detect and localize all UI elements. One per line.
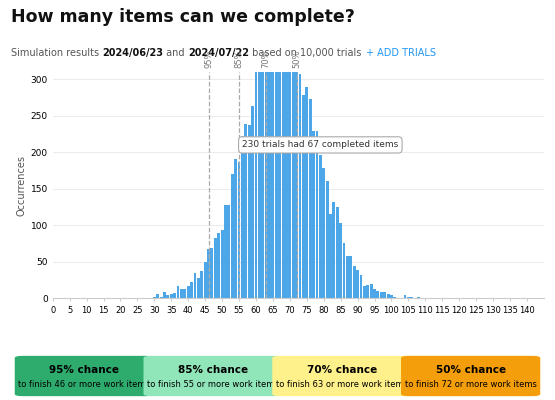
Bar: [390, 295, 393, 298]
Bar: [332, 202, 335, 298]
Bar: [387, 294, 390, 298]
Bar: [244, 124, 247, 298]
Bar: [322, 168, 325, 298]
Text: 70% chance: 70% chance: [307, 365, 377, 375]
Bar: [194, 273, 196, 298]
Bar: [173, 293, 176, 298]
Bar: [292, 44, 295, 298]
Bar: [380, 292, 383, 298]
Bar: [410, 296, 413, 298]
Bar: [353, 266, 356, 298]
Bar: [384, 292, 386, 298]
Text: How many items can we complete?: How many items can we complete?: [11, 8, 355, 26]
Bar: [258, 60, 261, 298]
Bar: [360, 275, 362, 298]
Text: and: and: [163, 48, 188, 58]
Bar: [183, 289, 186, 298]
Bar: [342, 242, 345, 298]
Bar: [241, 136, 244, 298]
Bar: [281, 52, 285, 298]
Text: to finish 72 or more work items: to finish 72 or more work items: [405, 380, 537, 389]
Bar: [393, 297, 396, 298]
Text: to finish 63 or more work items: to finish 63 or more work items: [276, 380, 408, 389]
Bar: [190, 282, 193, 298]
Bar: [153, 296, 156, 298]
Text: to finish 46 or more work items: to finish 46 or more work items: [18, 380, 150, 389]
Bar: [163, 292, 166, 298]
Bar: [312, 131, 315, 298]
Bar: [346, 256, 349, 298]
Bar: [228, 206, 230, 298]
Text: 2024/07/22: 2024/07/22: [188, 48, 249, 58]
Bar: [356, 270, 359, 298]
Bar: [289, 26, 291, 298]
Text: 2024/06/23: 2024/06/23: [102, 48, 163, 58]
Bar: [214, 238, 217, 298]
Bar: [224, 205, 227, 298]
Bar: [305, 86, 308, 298]
Bar: [231, 174, 234, 298]
Bar: [176, 286, 179, 298]
Bar: [157, 294, 159, 298]
Bar: [339, 223, 342, 298]
Text: 50% chance: 50% chance: [436, 365, 506, 375]
Text: 85%: 85%: [235, 50, 244, 68]
Bar: [370, 284, 372, 298]
Bar: [255, 71, 258, 298]
Text: 50%: 50%: [292, 50, 301, 68]
Bar: [217, 233, 220, 298]
Bar: [302, 95, 305, 298]
Bar: [295, 46, 298, 298]
Text: based on 10,000 trials: based on 10,000 trials: [249, 48, 361, 58]
Bar: [329, 214, 332, 298]
Bar: [350, 256, 352, 298]
Text: + ADD TRIALS: + ADD TRIALS: [366, 48, 436, 58]
Bar: [268, 31, 271, 298]
Bar: [403, 295, 406, 298]
Bar: [376, 291, 380, 298]
Bar: [200, 271, 203, 298]
Y-axis label: Occurrences: Occurrences: [17, 154, 27, 216]
Bar: [275, 52, 278, 298]
FancyBboxPatch shape: [273, 356, 411, 396]
Bar: [278, 40, 281, 298]
Bar: [187, 286, 190, 298]
Bar: [299, 74, 301, 298]
Bar: [407, 297, 410, 298]
Text: 230 trials had 67 completed items: 230 trials had 67 completed items: [242, 140, 398, 150]
Text: 95%: 95%: [204, 50, 213, 68]
Text: 85% chance: 85% chance: [178, 365, 248, 375]
Bar: [204, 262, 206, 298]
Text: 95% chance: 95% chance: [49, 365, 119, 375]
Bar: [326, 181, 329, 298]
Bar: [170, 294, 173, 298]
Bar: [366, 285, 369, 298]
Bar: [166, 295, 169, 298]
Bar: [285, 41, 288, 298]
Text: Simulation results: Simulation results: [11, 48, 102, 58]
Bar: [251, 106, 254, 298]
Bar: [248, 125, 251, 298]
Text: 70%: 70%: [261, 50, 271, 68]
Bar: [417, 297, 420, 298]
Bar: [309, 99, 311, 298]
Bar: [315, 131, 319, 298]
Text: to finish 55 or more work items: to finish 55 or more work items: [147, 380, 279, 389]
Bar: [319, 155, 322, 298]
Bar: [160, 296, 163, 298]
Bar: [373, 289, 376, 298]
Bar: [261, 49, 264, 298]
Bar: [197, 278, 200, 298]
Bar: [207, 249, 210, 298]
Bar: [271, 25, 274, 298]
Bar: [210, 248, 213, 298]
FancyBboxPatch shape: [401, 356, 540, 396]
FancyBboxPatch shape: [144, 356, 282, 396]
Bar: [238, 162, 240, 298]
Bar: [265, 24, 268, 298]
Bar: [363, 286, 366, 298]
Bar: [234, 160, 237, 298]
Bar: [336, 207, 339, 298]
Bar: [221, 230, 224, 298]
